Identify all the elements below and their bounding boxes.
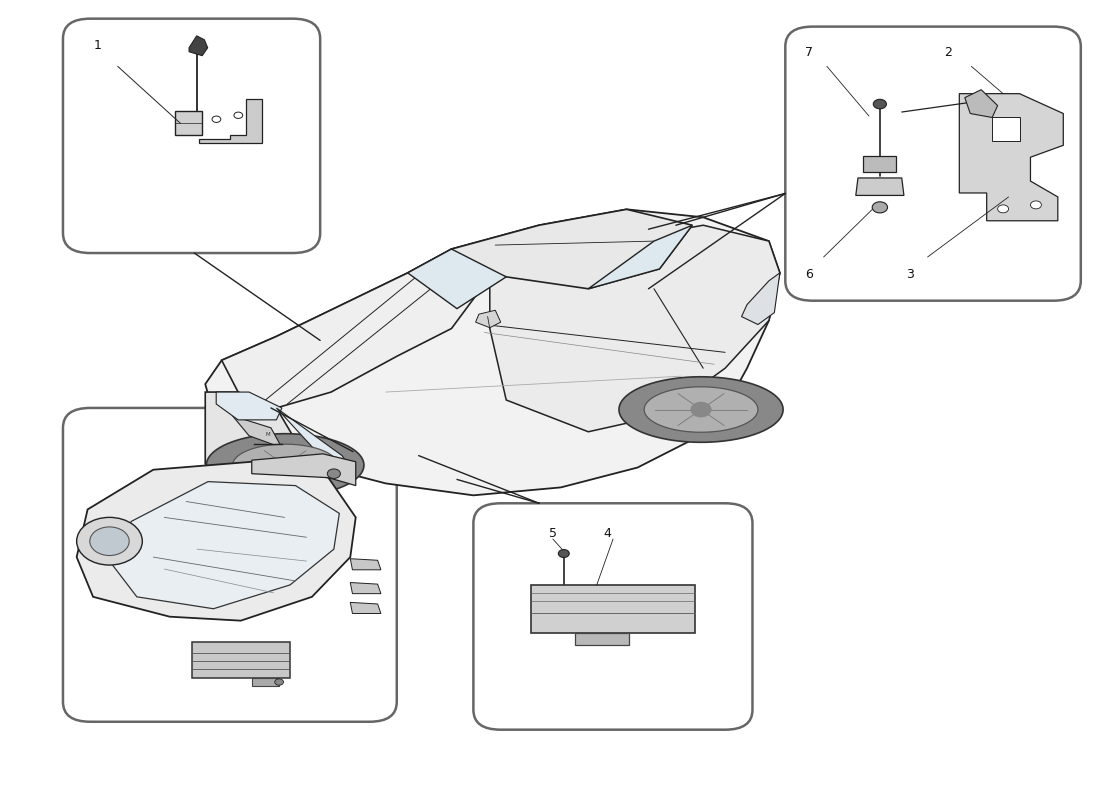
Polygon shape bbox=[588, 226, 692, 289]
Circle shape bbox=[328, 469, 340, 478]
Text: 2: 2 bbox=[944, 46, 952, 59]
Circle shape bbox=[212, 116, 221, 122]
Text: 4: 4 bbox=[604, 527, 612, 540]
Polygon shape bbox=[959, 94, 1064, 221]
Polygon shape bbox=[175, 111, 202, 135]
Polygon shape bbox=[199, 99, 263, 143]
Circle shape bbox=[275, 679, 284, 686]
Circle shape bbox=[873, 99, 887, 109]
Circle shape bbox=[998, 205, 1009, 213]
Text: 1: 1 bbox=[94, 38, 101, 51]
Circle shape bbox=[872, 202, 888, 213]
Circle shape bbox=[1031, 201, 1042, 209]
FancyBboxPatch shape bbox=[63, 18, 320, 253]
Polygon shape bbox=[531, 586, 695, 633]
Polygon shape bbox=[741, 273, 780, 325]
Polygon shape bbox=[619, 377, 783, 442]
Polygon shape bbox=[350, 602, 381, 614]
Polygon shape bbox=[856, 178, 904, 195]
Text: 7: 7 bbox=[805, 46, 813, 59]
Circle shape bbox=[559, 550, 570, 558]
Circle shape bbox=[691, 402, 711, 417]
Polygon shape bbox=[110, 482, 339, 609]
FancyBboxPatch shape bbox=[473, 503, 752, 730]
Polygon shape bbox=[191, 642, 290, 678]
Text: M: M bbox=[265, 432, 269, 438]
Polygon shape bbox=[222, 249, 490, 408]
Text: 3: 3 bbox=[905, 268, 914, 281]
Polygon shape bbox=[77, 462, 355, 621]
Circle shape bbox=[234, 112, 243, 118]
Circle shape bbox=[77, 518, 142, 565]
Polygon shape bbox=[574, 633, 629, 645]
Text: 6: 6 bbox=[805, 268, 813, 281]
Polygon shape bbox=[189, 36, 208, 56]
Polygon shape bbox=[233, 444, 338, 486]
Polygon shape bbox=[206, 210, 780, 495]
FancyBboxPatch shape bbox=[785, 26, 1081, 301]
Polygon shape bbox=[252, 678, 279, 686]
Polygon shape bbox=[992, 118, 1020, 142]
Circle shape bbox=[276, 458, 294, 471]
Polygon shape bbox=[217, 392, 282, 420]
Polygon shape bbox=[645, 387, 758, 432]
Polygon shape bbox=[350, 582, 381, 594]
Polygon shape bbox=[206, 392, 331, 515]
Polygon shape bbox=[451, 210, 692, 289]
Polygon shape bbox=[252, 454, 355, 486]
Polygon shape bbox=[965, 90, 998, 118]
Polygon shape bbox=[207, 434, 364, 497]
Polygon shape bbox=[408, 249, 506, 309]
Polygon shape bbox=[864, 156, 896, 171]
Polygon shape bbox=[350, 558, 381, 570]
Polygon shape bbox=[276, 408, 353, 471]
Text: 5: 5 bbox=[549, 527, 557, 540]
Polygon shape bbox=[232, 416, 282, 448]
Polygon shape bbox=[490, 226, 780, 432]
FancyBboxPatch shape bbox=[63, 408, 397, 722]
Polygon shape bbox=[475, 310, 500, 328]
Circle shape bbox=[90, 527, 129, 555]
